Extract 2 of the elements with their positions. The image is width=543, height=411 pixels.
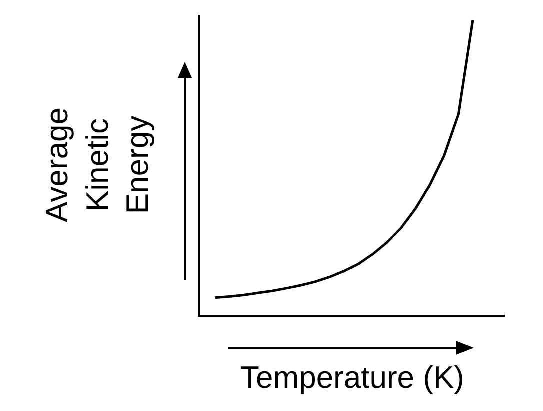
x-axis-title: Temperature (K) bbox=[240, 360, 464, 396]
y-axis-title: Average Kinetic Energy bbox=[40, 108, 156, 222]
